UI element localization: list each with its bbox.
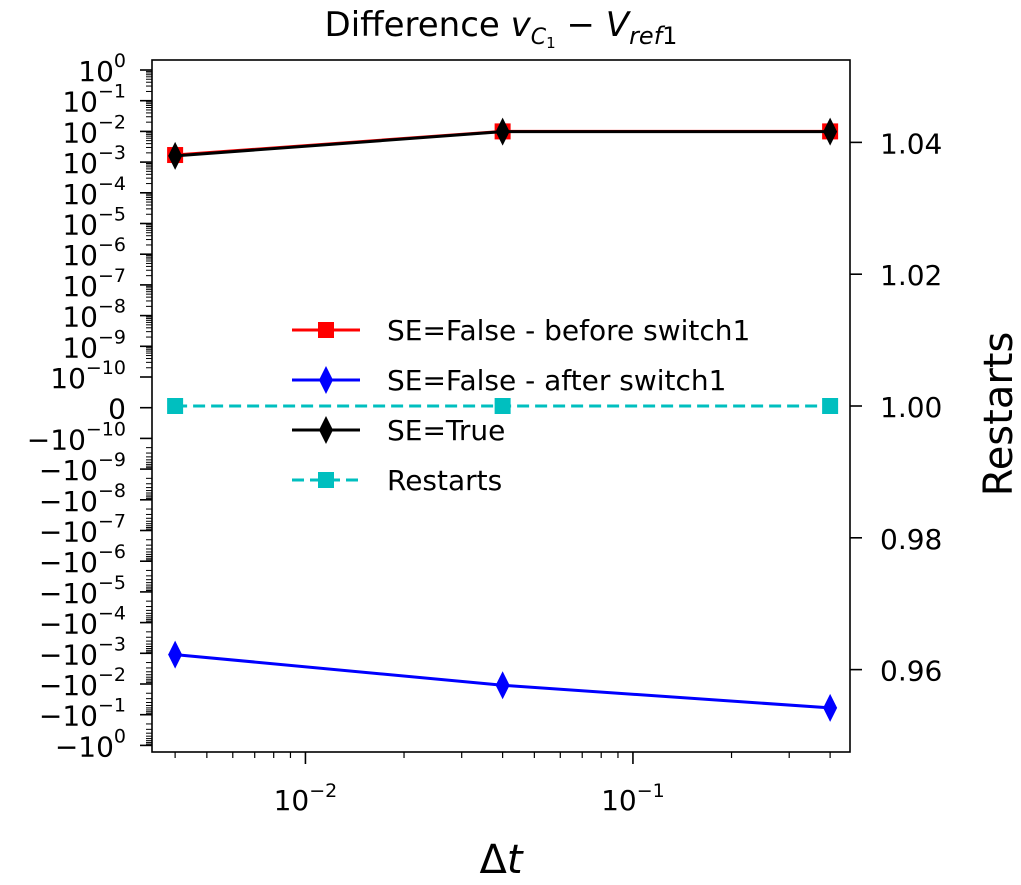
- y-left-tick-label: 10−3: [62, 142, 126, 180]
- data-point: [823, 117, 838, 146]
- x-tick-label: 10−1: [601, 780, 665, 817]
- y-left-tick-label: 10−7: [62, 265, 126, 303]
- y-right-tick-label: 0.98: [880, 523, 942, 556]
- legend-label: SE=True: [387, 414, 505, 447]
- y-left-tick-label: 10−5: [62, 204, 126, 242]
- data-point: [823, 693, 838, 722]
- data-point: [167, 398, 184, 414]
- series-3: [167, 398, 839, 414]
- legend-label: Restarts: [387, 464, 502, 497]
- y-left-tick-label: −10−9: [39, 449, 126, 487]
- legend-entry: SE=False - after switch1: [292, 364, 726, 397]
- plot-area: 10−2 10−110010−110−210−310−410−510−610−71…: [27, 50, 943, 817]
- x-tick-label: 10−2: [274, 780, 338, 817]
- y-left-tick-label: −10−6: [39, 541, 126, 579]
- y-left-tick-label: 10−1: [62, 81, 126, 119]
- y-left-tick-label: 10−2: [62, 111, 126, 149]
- y-left-tick-label: 10−9: [62, 326, 126, 364]
- data-point: [168, 640, 183, 669]
- data-point: [494, 398, 511, 414]
- plot-frame: [151, 59, 851, 753]
- y-right-tick-label: 1.04: [880, 127, 942, 160]
- y-left-tick-label: −10−3: [39, 633, 126, 671]
- series-layer: [167, 117, 839, 722]
- y-left-tick-label: −10−1: [39, 695, 126, 733]
- y-axis-label-right: Restarts: [976, 332, 1021, 497]
- series-1: [168, 640, 838, 722]
- x-axis-label: Δt: [479, 837, 523, 883]
- y-left-tick-label: −100: [55, 725, 126, 763]
- y-right-tick-label: 0.96: [880, 655, 942, 688]
- legend-marker: [319, 416, 333, 444]
- y-left-tick-label: 10−10: [50, 357, 126, 395]
- legend-label: SE=False - after switch1: [387, 364, 726, 397]
- legend-marker: [318, 322, 334, 338]
- data-point: [495, 671, 510, 700]
- y-left-tick-label: 100: [78, 50, 126, 88]
- data-point: [822, 398, 839, 414]
- chart-title: Difference vC1 − Vref1: [325, 5, 678, 52]
- data-point: [168, 141, 183, 170]
- y-left-tick-label: 10−4: [62, 173, 126, 211]
- series-2: [168, 117, 838, 170]
- legend-entry: Restarts: [292, 464, 502, 497]
- legend-marker: [318, 472, 334, 488]
- legend: SE=False - before switch1 SE=False - afte…: [292, 314, 750, 497]
- y-left-tick-label: 0: [108, 393, 126, 426]
- legend-entry: SE=True: [292, 414, 505, 447]
- legend-marker: [319, 366, 333, 394]
- y-left-tick-label: −10−5: [39, 572, 126, 610]
- y-left-tick-label: 10−8: [62, 296, 126, 334]
- y-right-tick-label: 1.00: [880, 391, 942, 424]
- legend-label: SE=False - before switch1: [387, 314, 750, 347]
- y-left-tick-label: −10−10: [27, 418, 126, 456]
- y-left-tick-label: −10−4: [39, 603, 126, 641]
- y-left-tick-label: −10−2: [39, 664, 126, 702]
- y-left-tick-label: 10−6: [62, 234, 126, 272]
- y-right-tick-label: 1.02: [880, 259, 942, 292]
- data-point: [495, 117, 510, 146]
- y-left-tick-label: −10−7: [39, 511, 126, 549]
- y-left-tick-label: −10−8: [39, 480, 126, 518]
- legend-entry: SE=False - before switch1: [292, 314, 750, 347]
